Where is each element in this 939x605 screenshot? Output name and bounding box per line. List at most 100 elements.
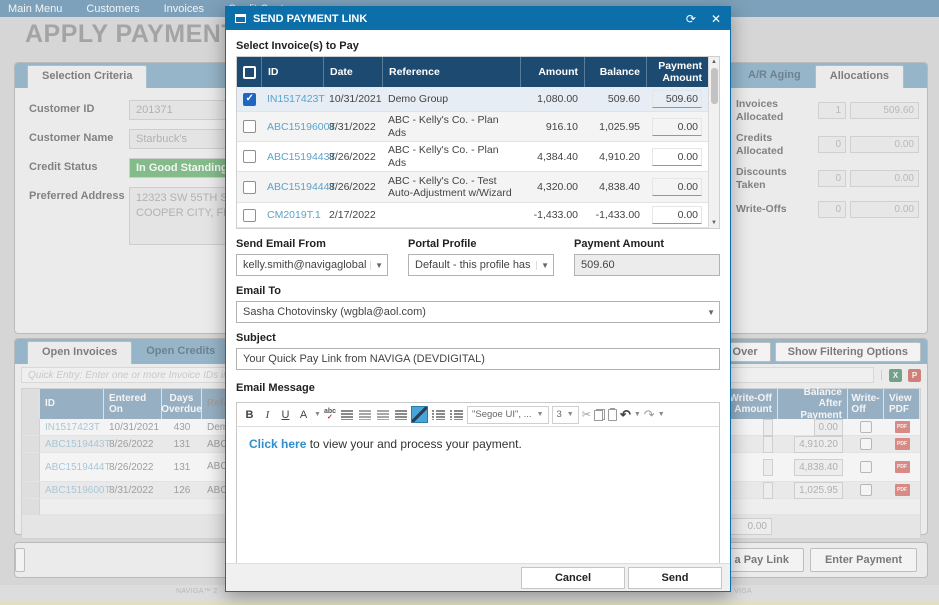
send-button[interactable]: Send: [628, 566, 722, 589]
write-off-checkbox[interactable]: [860, 421, 872, 433]
chevron-down-icon[interactable]: ▼: [707, 307, 715, 317]
tab-selection-criteria[interactable]: Selection Criteria: [27, 65, 148, 88]
nav-item-invoices[interactable]: Invoices: [163, 2, 204, 15]
copy-icon[interactable]: [593, 408, 605, 421]
row-marker[interactable]: [22, 453, 40, 481]
scroll-up-icon[interactable]: ▲: [711, 59, 717, 65]
payment-amount-input[interactable]: [652, 178, 702, 197]
view-pdf-icon[interactable]: PDF: [894, 438, 910, 450]
view-pdf-icon[interactable]: PDF: [894, 421, 910, 433]
subject-input[interactable]: [236, 348, 720, 371]
insert-link-active-icon[interactable]: [411, 406, 428, 424]
col-write-off-header[interactable]: Write-Off: [848, 389, 884, 419]
close-icon[interactable]: ✕: [710, 11, 721, 26]
pdf-export-icon[interactable]: P: [908, 368, 921, 382]
portal-profile-select[interactable]: Default - this profile has no restricti …: [408, 254, 554, 277]
write-off-checkbox[interactable]: [860, 461, 872, 473]
select-all-checkbox[interactable]: [242, 65, 256, 79]
font-family-select[interactable]: "Segoe UI", ... ▼: [467, 405, 549, 424]
payment-amount-input[interactable]: [652, 206, 702, 225]
write-off-amount-input[interactable]: [763, 418, 773, 436]
undo-icon[interactable]: ↶: [619, 407, 631, 423]
chevron-down-icon[interactable]: ▼: [536, 260, 553, 270]
dialog-titlebar[interactable]: SEND PAYMENT LINK ⟳ ✕: [226, 7, 730, 30]
redo-caret-icon[interactable]: ▼: [657, 411, 665, 419]
payment-amount-input[interactable]: [652, 117, 702, 136]
invoice-checkbox-checked[interactable]: [242, 92, 256, 106]
chevron-down-icon[interactable]: ▼: [370, 260, 387, 270]
justify-icon[interactable]: [394, 409, 407, 420]
scrollbar-thumb[interactable]: [710, 68, 718, 104]
write-off-checkbox[interactable]: [860, 484, 872, 496]
invoice-checkbox[interactable]: [242, 208, 256, 222]
partially-hidden-button[interactable]: [15, 548, 25, 572]
nav-item-main-menu[interactable]: Main Menu: [8, 2, 63, 15]
cut-icon[interactable]: ✂: [581, 409, 591, 422]
col-date[interactable]: Date: [323, 57, 382, 87]
font-color-caret-icon[interactable]: ▼: [314, 411, 321, 419]
col-payment-amount[interactable]: Payment Amount: [646, 57, 708, 87]
tab-open-credits[interactable]: Open Credits: [146, 345, 216, 357]
col-reference[interactable]: Reference: [382, 57, 520, 87]
invoice-id-link[interactable]: IN1517423T: [45, 421, 101, 433]
bullet-list-icon[interactable]: [432, 409, 445, 420]
invoice-select-row[interactable]: ABC1519443T 8/26/2022 ABC - Kelly's Co. …: [237, 142, 708, 173]
view-pdf-icon[interactable]: PDF: [894, 461, 910, 473]
invoice-id-link[interactable]: ABC1519600T: [267, 120, 336, 133]
payment-amount-input[interactable]: [652, 90, 702, 108]
table-scrollbar[interactable]: ▲ ▼: [708, 57, 719, 229]
email-to-select[interactable]: Sasha Chotovinsky (wgbla@aol.com) ▼: [236, 301, 720, 324]
align-center-icon[interactable]: [358, 409, 371, 420]
undo-caret-icon[interactable]: ▼: [633, 411, 641, 419]
payment-amount-field[interactable]: [574, 254, 720, 277]
nav-item-customers[interactable]: Customers: [86, 2, 140, 15]
col-amount[interactable]: Amount: [520, 57, 584, 87]
invoice-id-link[interactable]: ABC1519443T: [45, 438, 111, 450]
invoice-select-row[interactable]: IN1517423T 10/31/2021 Demo Group 1,080.0…: [237, 87, 708, 112]
invoice-id-link[interactable]: ABC1519444T: [45, 461, 111, 473]
invoice-checkbox[interactable]: [242, 120, 256, 134]
write-off-amount-input[interactable]: [763, 481, 773, 499]
font-color-icon[interactable]: A: [299, 408, 308, 421]
italic-icon[interactable]: I: [265, 408, 270, 421]
col-view-pdf-header[interactable]: View PDF: [884, 389, 920, 419]
click-here-link[interactable]: Click here: [249, 437, 307, 452]
invoice-id-link[interactable]: CM2019T.1: [267, 209, 321, 222]
invoice-id-link[interactable]: ABC1519443T: [267, 150, 336, 163]
excel-export-icon[interactable]: X: [889, 368, 902, 382]
row-marker[interactable]: [22, 436, 40, 452]
invoice-id-link[interactable]: ABC1519600T: [45, 484, 111, 496]
write-off-amount-input[interactable]: [763, 458, 773, 476]
show-filtering-options-button[interactable]: Show Filtering Options: [774, 341, 921, 362]
spellcheck-icon[interactable]: abc ✓: [323, 407, 336, 421]
send-email-from-select[interactable]: kelly.smith@navigaglobal.com ▼: [236, 254, 388, 277]
write-off-checkbox[interactable]: [860, 438, 872, 450]
numbered-list-icon[interactable]: [450, 409, 463, 420]
cancel-button[interactable]: Cancel: [521, 566, 625, 589]
invoice-checkbox[interactable]: [242, 150, 256, 164]
col-balance-after-payment-header[interactable]: Balance After Payment: [778, 387, 848, 421]
payment-amount-input[interactable]: [652, 147, 702, 166]
invoice-select-row[interactable]: CM2019T.1 2/17/2022 -1,433.00 -1,433.00: [237, 203, 708, 229]
col-entered-on-header[interactable]: Entered On: [104, 389, 162, 419]
row-marker[interactable]: [22, 419, 40, 435]
email-message-body[interactable]: Click here to view your and process your…: [237, 427, 719, 563]
underline-icon[interactable]: U: [281, 408, 290, 421]
row-marker[interactable]: [22, 482, 40, 498]
align-right-icon[interactable]: [376, 409, 389, 420]
align-left-icon[interactable]: [340, 409, 353, 420]
invoice-id-link[interactable]: ABC1519444T: [267, 181, 336, 194]
bold-icon[interactable]: B: [245, 408, 254, 421]
invoice-id-link[interactable]: IN1517423T: [267, 93, 325, 105]
col-balance[interactable]: Balance: [584, 57, 646, 87]
col-days-overdue-header[interactable]: Days Overdue: [161, 389, 202, 419]
tab-ar-aging[interactable]: A/R Aging: [748, 69, 801, 81]
col-id[interactable]: ID: [261, 57, 323, 87]
font-size-select[interactable]: 3 ▼: [551, 405, 579, 424]
invoice-select-row[interactable]: ABC1519600T 8/31/2022 ABC - Kelly's Co. …: [237, 112, 708, 143]
scroll-down-icon[interactable]: ▼: [711, 220, 717, 227]
invoice-select-row[interactable]: ABC1519444T 8/26/2022 ABC - Kelly's Co. …: [237, 172, 708, 204]
col-id-header[interactable]: ID: [40, 389, 104, 419]
enter-payment-button[interactable]: Enter Payment: [809, 548, 917, 572]
tab-open-invoices[interactable]: Open Invoices: [27, 341, 133, 364]
